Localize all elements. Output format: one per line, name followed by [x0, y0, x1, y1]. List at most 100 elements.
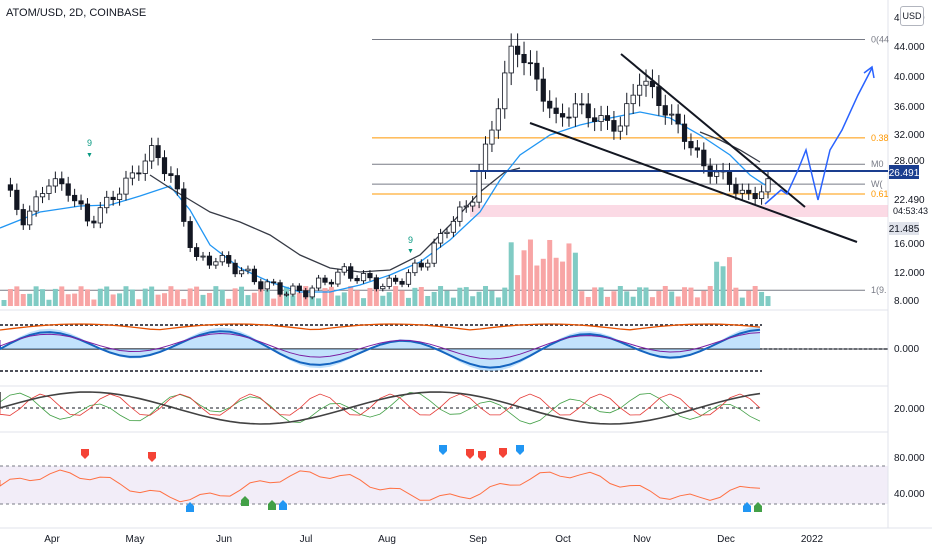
- time-label-6: Oct: [555, 534, 571, 545]
- candles: [7, 33, 771, 300]
- volume-bar: [162, 293, 168, 306]
- candle-body: [534, 62, 540, 80]
- price-tick-7: 16.000: [894, 239, 925, 250]
- candle-body: [238, 270, 245, 275]
- fib-label-1: 0.38: [871, 133, 889, 143]
- candle-body: [46, 185, 52, 194]
- volume-bar: [91, 299, 97, 306]
- volume-bar: [662, 286, 668, 306]
- rsi-signal-marker: [499, 448, 507, 458]
- volume-bar: [476, 291, 482, 306]
- time-label-3: Jul: [300, 534, 313, 545]
- candle-body: [547, 100, 553, 109]
- volume-bar: [361, 298, 367, 306]
- volume-bar: [142, 288, 148, 306]
- volume-bar: [495, 297, 501, 306]
- volume-bar: [534, 265, 540, 306]
- volume-bar: [585, 296, 591, 306]
- volume-bar: [219, 289, 225, 306]
- time-label-1: May: [126, 534, 145, 545]
- rsi-pane[interactable]: 80.000 40.000: [0, 445, 925, 512]
- price-axis[interactable]: 48.00044.00040.00036.00032.00028.00022.4…: [894, 13, 925, 307]
- time-label-9: 2022: [801, 534, 824, 545]
- rsi-axis-80: 80.000: [894, 453, 925, 464]
- price-pane[interactable]: [0, 0, 888, 310]
- volume-bar: [14, 286, 20, 306]
- candle-body: [457, 206, 463, 222]
- support-zone: [470, 205, 888, 217]
- wedge-upper-line[interactable]: [620, 53, 806, 208]
- time-label-0: Apr: [44, 534, 60, 545]
- volume-bar: [59, 286, 65, 306]
- candle-body: [675, 113, 681, 125]
- candle-body: [33, 196, 39, 212]
- currency-button[interactable]: USD: [900, 6, 924, 26]
- volume-bar: [765, 296, 771, 306]
- candle-body: [393, 277, 399, 282]
- volume-bar: [553, 257, 559, 306]
- candle-body: [59, 178, 65, 185]
- candle-body: [110, 196, 116, 201]
- candle-body: [91, 220, 97, 224]
- candle-body: [726, 170, 733, 185]
- oscillator-pane[interactable]: 20.000: [0, 391, 925, 425]
- candle-body: [559, 113, 566, 118]
- volume-bar: [245, 295, 251, 306]
- candle-body: [405, 272, 412, 285]
- candle-body: [515, 45, 521, 55]
- volume-bar: [425, 295, 431, 306]
- rsi-signal-marker: [279, 500, 287, 510]
- volume-bar: [316, 298, 322, 306]
- candle-body: [694, 147, 700, 151]
- time-axis[interactable]: Apr May Jun Jul Aug Sep Oct Nov Dec 2022: [44, 534, 823, 545]
- volume-bar: [226, 298, 232, 306]
- osc-red-line: [0, 393, 761, 416]
- volume-bar: [726, 257, 732, 306]
- rsi-signal-marker: [148, 452, 156, 462]
- volume-bar: [104, 286, 110, 306]
- candle-body: [65, 183, 71, 196]
- candle-body: [348, 266, 354, 279]
- candle-body: [579, 103, 585, 106]
- volume-bar: [560, 261, 566, 306]
- time-label-7: Nov: [633, 534, 651, 545]
- volume-bar: [40, 289, 46, 306]
- time-label-8: Dec: [717, 534, 735, 545]
- candle-body: [636, 84, 643, 96]
- volume-bar: [354, 290, 360, 306]
- candle-body: [617, 125, 623, 132]
- candle-body: [245, 268, 251, 272]
- candle-body: [380, 285, 386, 290]
- volume-bar: [611, 291, 617, 306]
- candle-body: [97, 207, 103, 224]
- volume-bar: [450, 297, 456, 306]
- volume-bar: [232, 288, 238, 306]
- volume-bar: [84, 289, 90, 306]
- volume-bar: [46, 299, 52, 306]
- rsi-signal-marker: [466, 449, 474, 459]
- signal-down-aug: ▼: [407, 248, 414, 255]
- price-tick-3: 36.000: [894, 102, 925, 113]
- fib-label-5: 1(9.: [871, 285, 887, 295]
- volume-bar: [251, 292, 257, 306]
- candle-body: [656, 86, 662, 106]
- wedge-lower-line[interactable]: [529, 122, 858, 243]
- candle-body: [84, 203, 91, 222]
- candle-body: [39, 193, 46, 198]
- candle-body: [14, 189, 20, 210]
- fib-label-2: M0: [871, 159, 884, 169]
- volume-bar: [110, 294, 116, 306]
- candle-body: [232, 262, 238, 275]
- candle-body: [630, 94, 636, 105]
- volume-bar: [630, 296, 636, 306]
- volume-bar: [572, 252, 578, 306]
- price-tick-5: 28.000: [894, 156, 925, 167]
- volume-bar: [393, 286, 399, 306]
- candle-body: [418, 262, 424, 268]
- macd-pane[interactable]: 0.000: [0, 323, 919, 372]
- candle-body: [733, 184, 739, 194]
- volume-bar: [399, 290, 405, 306]
- volume-bar: [431, 291, 437, 306]
- candle-body: [386, 277, 392, 287]
